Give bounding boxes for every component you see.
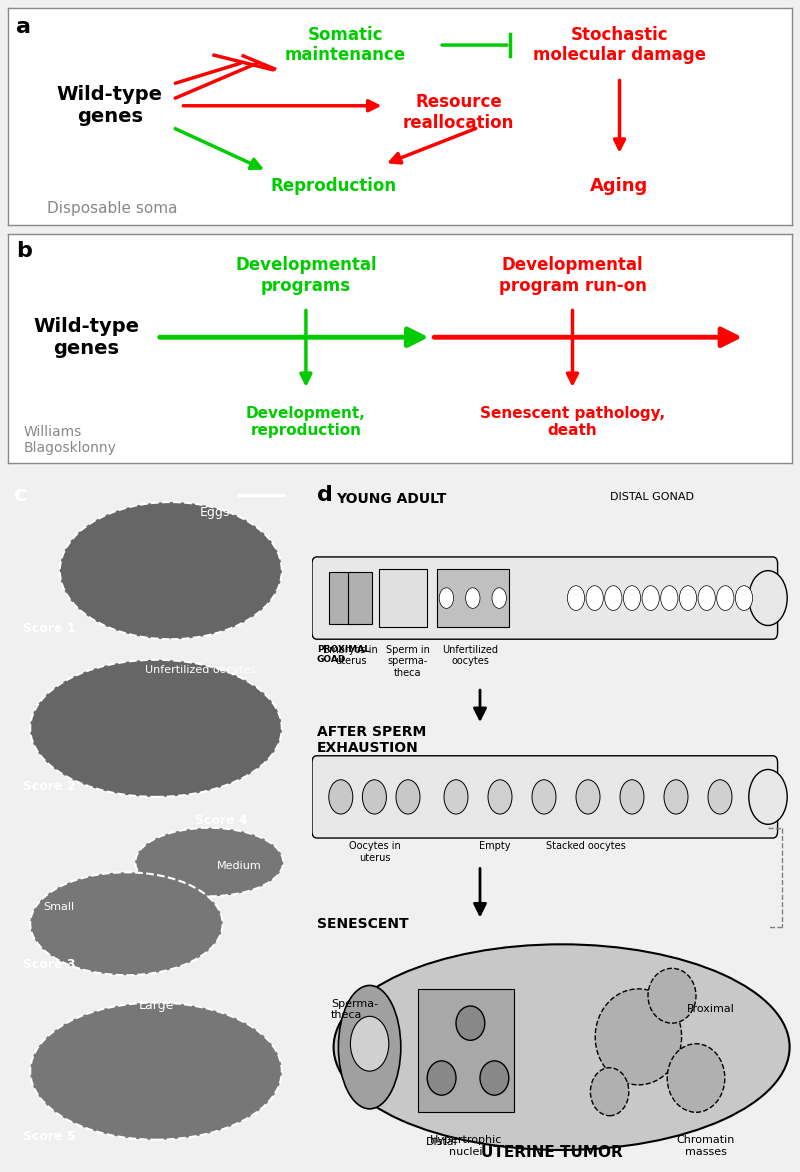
Text: Development,
reproduction: Development, reproduction (246, 406, 366, 438)
Text: c: c (14, 485, 27, 505)
Ellipse shape (30, 872, 222, 975)
Text: Score 1: Score 1 (22, 622, 75, 635)
Circle shape (605, 586, 622, 611)
Text: Embryos in
uterus: Embryos in uterus (323, 645, 378, 667)
Circle shape (735, 586, 753, 611)
Circle shape (488, 779, 512, 815)
Text: Developmental
programs: Developmental programs (235, 257, 377, 295)
Text: PROXIMAL
GOAD: PROXIMAL GOAD (317, 645, 370, 665)
Text: Williams
Blagosklonny: Williams Blagosklonny (24, 425, 117, 455)
Text: Proximal: Proximal (686, 1004, 734, 1015)
Circle shape (439, 588, 454, 608)
Circle shape (532, 779, 556, 815)
Text: Medium: Medium (217, 861, 262, 871)
Text: Stacked oocytes: Stacked oocytes (546, 841, 626, 852)
Text: Wild-type
genes: Wild-type genes (34, 316, 139, 357)
Text: d: d (317, 485, 333, 505)
Text: Score 2: Score 2 (22, 781, 75, 793)
Text: Sperma-
theca: Sperma- theca (331, 999, 378, 1021)
Text: Score 3: Score 3 (22, 959, 75, 972)
Text: Score 4: Score 4 (195, 815, 247, 827)
Ellipse shape (338, 986, 401, 1109)
Circle shape (623, 586, 641, 611)
Text: Empty: Empty (478, 841, 510, 852)
Text: Score 5: Score 5 (22, 1130, 75, 1143)
FancyBboxPatch shape (312, 756, 778, 838)
Ellipse shape (135, 827, 283, 897)
Text: AFTER SPERM
EXHAUSTION: AFTER SPERM EXHAUSTION (317, 725, 426, 755)
Text: Developmental
program run-on: Developmental program run-on (498, 257, 646, 295)
Text: Aging: Aging (590, 177, 649, 195)
Ellipse shape (590, 1068, 629, 1116)
Text: Senescent pathology,
death: Senescent pathology, death (480, 406, 665, 438)
Text: SENESCENT: SENESCENT (317, 917, 409, 931)
Circle shape (396, 779, 420, 815)
FancyBboxPatch shape (437, 570, 509, 627)
Circle shape (642, 586, 659, 611)
Circle shape (679, 586, 697, 611)
Text: YOUNG ADULT: YOUNG ADULT (336, 492, 446, 506)
Text: Somatic
maintenance: Somatic maintenance (285, 26, 406, 64)
Text: Sperm in
sperma-
theca: Sperm in sperma- theca (386, 645, 430, 677)
Text: Distal: Distal (426, 1137, 458, 1146)
Circle shape (749, 571, 787, 626)
FancyBboxPatch shape (348, 572, 372, 625)
Text: Eggs: Eggs (200, 506, 230, 519)
Text: Wild-type
genes: Wild-type genes (57, 86, 163, 127)
Ellipse shape (480, 1061, 509, 1095)
Circle shape (466, 588, 480, 608)
Ellipse shape (595, 989, 682, 1085)
Text: Oocytes in
uterus: Oocytes in uterus (349, 841, 400, 863)
Circle shape (717, 586, 734, 611)
Ellipse shape (334, 945, 790, 1150)
Circle shape (576, 779, 600, 815)
Text: Reproduction: Reproduction (270, 177, 397, 195)
FancyBboxPatch shape (312, 557, 778, 639)
Circle shape (444, 779, 468, 815)
Circle shape (698, 586, 715, 611)
Text: UTERINE TUMOR: UTERINE TUMOR (481, 1145, 623, 1160)
FancyBboxPatch shape (379, 570, 427, 627)
Text: a: a (16, 16, 31, 36)
Text: Disposable soma: Disposable soma (47, 202, 178, 217)
Circle shape (749, 770, 787, 824)
Circle shape (492, 588, 506, 608)
Ellipse shape (30, 660, 282, 797)
Text: b: b (16, 241, 32, 261)
Text: Large: Large (138, 1000, 174, 1013)
Circle shape (661, 586, 678, 611)
Text: Unfertilized
oocytes: Unfertilized oocytes (442, 645, 498, 667)
Text: Hypertrophic
nuclei: Hypertrophic nuclei (430, 1136, 502, 1157)
Ellipse shape (667, 1044, 725, 1112)
FancyBboxPatch shape (418, 989, 514, 1112)
Circle shape (708, 779, 732, 815)
Ellipse shape (648, 968, 696, 1023)
Text: Chromatin
masses: Chromatin masses (677, 1136, 734, 1157)
Text: DISTAL GONAD: DISTAL GONAD (610, 492, 694, 502)
Ellipse shape (30, 1002, 282, 1139)
Text: Resource
reallocation: Resource reallocation (403, 93, 514, 131)
Text: Small: Small (43, 902, 74, 912)
Circle shape (620, 779, 644, 815)
Circle shape (567, 586, 585, 611)
FancyBboxPatch shape (329, 572, 353, 625)
Ellipse shape (427, 1061, 456, 1095)
Circle shape (586, 586, 603, 611)
Circle shape (350, 1016, 389, 1071)
Ellipse shape (60, 502, 282, 639)
Text: Unfertilized oocytes: Unfertilized oocytes (145, 666, 256, 675)
Text: Stochastic
molecular damage: Stochastic molecular damage (533, 26, 706, 64)
Circle shape (362, 779, 386, 815)
Ellipse shape (456, 1006, 485, 1041)
Circle shape (329, 779, 353, 815)
Circle shape (664, 779, 688, 815)
